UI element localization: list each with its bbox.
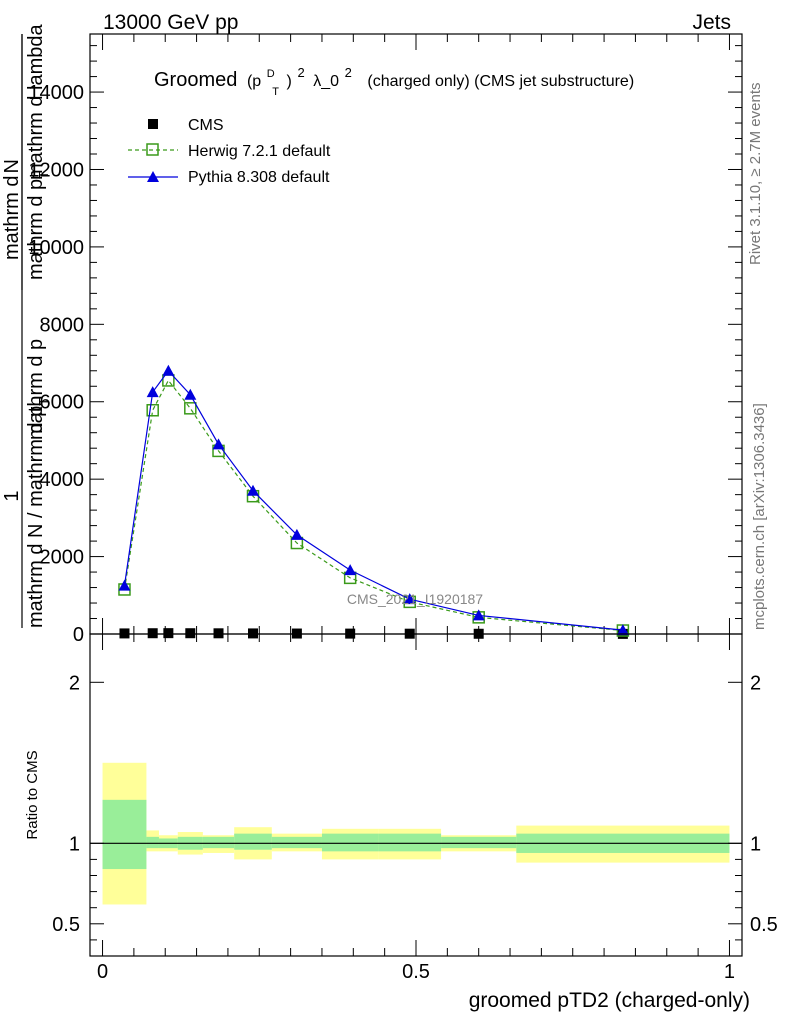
main-ytick-label: 6000: [40, 392, 85, 414]
ratio-band-inner: [102, 799, 147, 870]
ratio-ytick-label-right: 2: [750, 672, 761, 694]
ratio-xticks: 0 0.5 1: [97, 634, 735, 983]
pythia-point: [184, 388, 197, 400]
ylabel-dn-bottom: mathrm d p: [25, 339, 47, 440]
pythia-point: [344, 564, 357, 576]
ratio-band-inner: [378, 833, 442, 852]
ratio-ytick-label-right: 1: [750, 833, 761, 855]
ylabel-dn-bottom-a: mathrm d p: [25, 339, 47, 440]
rivet-label: Rivet 3.1.10, ≥ 2.7M events: [747, 83, 764, 266]
ratio-xtick-label: 0.5: [402, 961, 430, 983]
ratio-ylabel: Ratio to CMS: [24, 750, 41, 839]
legend-label-cms: CMS: [188, 117, 224, 134]
ratio-plot: 0.5 0.51 12 2 0 0.5 1 Ratio to CMS: [24, 633, 778, 983]
ratio-band-inner: [441, 836, 517, 849]
pythia-point: [247, 484, 259, 496]
legend-marker-herwig: [146, 143, 159, 156]
ylabel-frac-denom: mathrm d N / mathrm d pT: [25, 398, 51, 628]
ratio-ytick-label: 1: [69, 833, 80, 855]
legend: CMS Herwig 7.2.1 default Pythia 8.308 de…: [128, 117, 331, 186]
main-ytick-label: 4000: [40, 469, 85, 491]
cms-point: [147, 628, 158, 639]
ylabel-dn-top-a: mathrm d: [1, 176, 23, 260]
title-rest: (charged only) (CMS jet substructure): [367, 73, 634, 90]
pythia-point: [472, 609, 485, 621]
legend-item-pythia: Pythia 8.308 default: [128, 169, 330, 186]
pythia-point: [290, 528, 303, 540]
main-ytick-label: 10000: [28, 237, 84, 259]
herwig-line: [123, 379, 623, 632]
ratio-band-inner: [202, 836, 235, 849]
ratio-ytick-label: 2: [69, 672, 80, 694]
pythia-point: [616, 624, 629, 636]
pythia-point: [118, 579, 131, 591]
plot-title: Groomed (p D T ) 2 λ_0 2 (charged only) …: [154, 60, 634, 100]
x-axis-label: groomed pTD2 (charged-only): [469, 989, 750, 1012]
ratio-band-inner: [321, 833, 379, 852]
ratio-band-inner: [234, 833, 272, 850]
pythia-point: [212, 438, 225, 450]
ratio-ytick-label: 0.5: [52, 914, 80, 936]
main-ytick-label: 8000: [40, 314, 85, 336]
cms-point: [213, 628, 224, 639]
ratio-ytick-label-right: 0.5: [750, 914, 778, 936]
ylabel-dn-bottom2-sub: T: [36, 171, 51, 179]
ratio-band-inner: [271, 836, 322, 849]
ylabel-dn-bottom2-a: mathrm d p: [25, 179, 47, 280]
ratio-yticks: 0.5 0.5 1 1 2 2: [52, 672, 778, 941]
herwig-point: [146, 404, 159, 417]
cms-point: [163, 628, 174, 639]
main-ytick-label: 2000: [40, 547, 85, 569]
legend-label-pythia: Pythia 8.308 default: [188, 169, 330, 186]
main-ylabel: 1 mathrm d N / mathrm d pT mathrm dN mat…: [1, 24, 51, 628]
ylabel-dn-top-b: N: [1, 159, 23, 173]
ratio-band-inner: [146, 836, 159, 849]
ratio-bands: [102, 762, 730, 905]
main-ytick-label: 12000: [28, 159, 84, 181]
ylabel-frac-one: 1: [1, 490, 23, 501]
header-left: 13000 GeV pp: [103, 11, 238, 34]
header-right: Jets: [692, 11, 731, 34]
title-groomed: Groomed: [154, 69, 237, 91]
title-lambda-sup: 2: [345, 65, 352, 80]
title-close: ): [287, 73, 292, 90]
legend-label-herwig: Herwig 7.2.1 default: [188, 143, 331, 160]
main-yticks: 0 2000 4000 6000 8000 10000 12000 14000: [28, 45, 742, 646]
main-ytick-label: 14000: [28, 82, 84, 104]
ratio-plot-frame: [89, 633, 743, 957]
mcplots-label: mcplots.cern.ch [arXiv:1306.3436]: [751, 403, 768, 630]
title-sup-2: 2: [297, 65, 304, 80]
title-lambda: λ_0: [313, 73, 339, 90]
main-xticks: [102, 34, 730, 634]
legend-marker-pythia: [147, 171, 159, 182]
legend-marker-cms: [148, 119, 158, 129]
ylabel-frac-denom-main: mathrm d N / mathrm d p: [25, 406, 47, 628]
ratio-xtick-label: 0: [97, 961, 108, 983]
ylabel-lambda: mathrm d lambda: [25, 24, 47, 180]
ylabel-dn-top: mathrm d N: [1, 159, 23, 260]
title-sup-d: D: [267, 68, 275, 80]
pythia-point: [162, 364, 175, 376]
herwig-point: [184, 402, 197, 415]
watermark: CMS_2021_I1920187: [347, 591, 483, 607]
main-ytick-label: 0: [73, 624, 84, 646]
ratio-xtick-label: 1: [724, 961, 735, 983]
cms-point: [185, 628, 196, 639]
legend-item-cms: CMS: [148, 117, 224, 134]
title-p: (p: [247, 73, 261, 90]
main-plot: 0 2000 4000 6000 8000 10000 12000 14000 CMS_202…: [28, 33, 743, 646]
ylabel-frac-denom-sub: T: [36, 398, 51, 406]
ylabel-dn-bottom2: mathrm d pT: [25, 171, 51, 280]
pythia-point: [146, 386, 159, 398]
pythia-point: [403, 593, 416, 605]
legend-item-herwig: Herwig 7.2.1 default: [128, 143, 331, 160]
title-sub-t: T: [272, 86, 279, 98]
